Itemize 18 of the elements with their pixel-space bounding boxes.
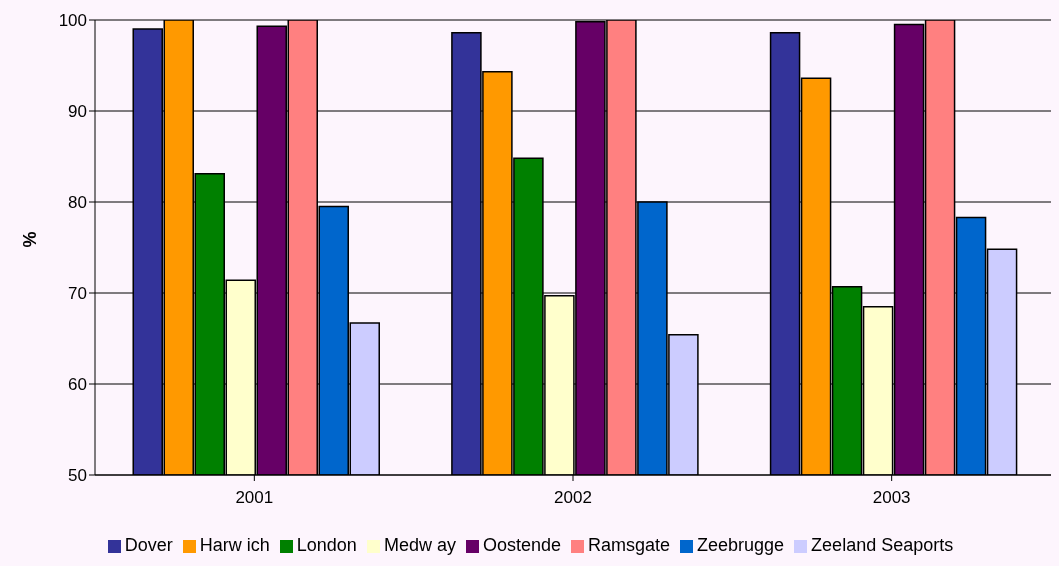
y-tick-label: 90 [68,102,87,122]
x-tick-label: 2003 [872,488,911,508]
legend-label: Oostende [482,535,561,555]
x-tick-label: 2001 [235,488,274,508]
y-tick-label: 80 [68,193,87,213]
legend-label: Ramsgate [587,535,671,555]
y-axis-title: % [20,231,41,248]
legend-label: Harw ich [199,535,270,555]
y-tick-label: 50 [68,466,87,486]
y-tick-label: 60 [68,375,87,395]
legend-label: Dover [124,535,173,555]
legend-label: Zeeland Seaports [811,535,954,555]
legend-label: Zeebrugge [697,535,785,555]
y-tick-label: 100 [58,11,87,31]
y-tick-label: 70 [68,284,87,304]
legend-label: London [296,535,357,555]
legend-label: Medw ay [383,535,456,555]
x-tick-label: 2002 [554,488,592,508]
